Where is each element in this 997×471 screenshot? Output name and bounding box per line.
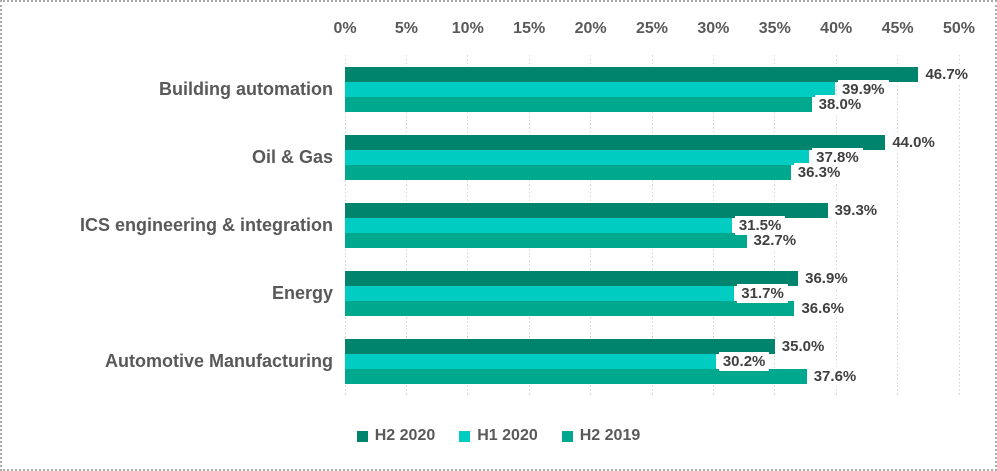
bar-h2-2019-automotive-manufacturing <box>345 369 807 384</box>
legend-item-h2-2020: H2 2020 <box>356 427 436 444</box>
data-label: 36.9% <box>801 269 852 288</box>
legend-swatch-icon <box>459 430 471 442</box>
x-axis-top: 0% 5% 10% 15% 20% 25% 30% 35% 40% 45% 50% <box>2 2 995 50</box>
data-label: 39.3% <box>830 201 882 220</box>
data-label: 31.5% <box>734 216 786 235</box>
bar-row: 39.9% <box>345 80 959 99</box>
legend-item-h1-2020: H1 2020 <box>459 428 538 444</box>
legend-swatch-icon <box>561 430 573 442</box>
bar-h1-2020-automotive-manufacturing <box>345 354 716 369</box>
bar-h2-2019-ics-engineering-integration <box>345 233 747 248</box>
axis-tick-label: 25% <box>635 20 669 37</box>
axis-tick-label: 20% <box>574 20 607 37</box>
bar-h2-2020-oil-gas <box>345 135 886 150</box>
legend-label: H1 2020 <box>477 427 538 444</box>
bar-row: 44.0% <box>345 133 959 152</box>
data-label: 35.0% <box>777 337 829 356</box>
axis-tick-label: 15% <box>513 20 546 37</box>
bar-group-building-automation: 46.7% 39.9% 38.0% <box>345 55 973 123</box>
bar-group-oil-gas: 44.0% 37.8% 36.3% <box>345 123 959 191</box>
axis-tick-label: 40% <box>820 20 853 37</box>
legend-swatch-icon <box>356 430 368 442</box>
gridline <box>958 55 960 395</box>
axis-tick-label: 10% <box>451 20 484 37</box>
category-label-ics-engineering-integration: ICS engineering & integration <box>79 214 333 235</box>
bar-row: 38.0% <box>345 95 959 114</box>
bar-h1-2020-ics-engineering-integration <box>345 218 732 233</box>
bar-group-ics-engineering-integration: 39.3% 31.5% 32.7% <box>345 191 959 259</box>
category-label-energy: Energy <box>271 282 333 303</box>
bar-row: 46.7% <box>345 65 973 84</box>
legend-item-h2-2019: H2 2019 <box>561 427 641 444</box>
bar-row: 37.8% <box>345 148 959 167</box>
bar-row: 39.3% <box>345 201 959 220</box>
axis-tick-label: 30% <box>697 20 730 37</box>
bar-h1-2020-building-automation <box>345 82 835 97</box>
bar-row: 30.2% <box>345 352 959 371</box>
bar-row: 36.3% <box>345 163 959 182</box>
bar-h2-2019-oil-gas <box>345 165 791 180</box>
bar-h2-2020-automotive-manufacturing <box>345 339 775 354</box>
bar-row: 32.7% <box>345 231 959 250</box>
bar-h2-2020-energy <box>345 271 799 286</box>
bar-row: 37.6% <box>345 367 959 386</box>
data-label: 46.7% <box>921 65 973 84</box>
data-label: 37.6% <box>809 367 861 386</box>
gridline <box>897 55 899 395</box>
legend: H2 2020 H1 2020 H2 2019 <box>2 423 995 449</box>
data-label: 44.0% <box>888 133 939 152</box>
data-label: 39.9% <box>837 80 889 99</box>
data-label: 32.7% <box>749 231 801 250</box>
bar-h1-2020-energy <box>345 286 735 301</box>
bar-h2-2019-energy <box>345 301 795 316</box>
bar-row: 36.9% <box>345 269 959 288</box>
axis-tick-label: 35% <box>758 20 791 37</box>
bar-group-energy: 36.9% 31.7% 36.6% <box>345 259 959 327</box>
category-label-automotive-manufacturing: Automotive Manufacturing <box>105 350 333 371</box>
bar-h1-2020-oil-gas <box>345 150 810 165</box>
data-label: 38.0% <box>814 95 866 114</box>
axis-tick-label: 0% <box>333 20 357 37</box>
category-label-oil-gas: Oil & Gas <box>251 146 333 167</box>
legend-label: H2 2019 <box>579 427 641 444</box>
legend-label: H2 2020 <box>374 427 436 444</box>
category-label-building-automation: Building automation <box>159 78 333 99</box>
data-label: 30.2% <box>718 352 770 371</box>
data-label: 37.8% <box>812 148 863 167</box>
gridline <box>835 55 837 395</box>
axis-tick-label: 5% <box>394 20 418 37</box>
axis-tick-label: 45% <box>881 20 914 37</box>
axis-tick-label: 50% <box>942 20 976 37</box>
bar-row: 35.0% <box>345 337 959 356</box>
bar-h2-2020-ics-engineering-integration <box>345 203 828 218</box>
bar-h2-2019-building-automation <box>345 97 812 112</box>
data-label: 31.7% <box>737 284 788 303</box>
bar-row: 31.5% <box>345 216 959 235</box>
bar-row: 36.6% <box>345 299 959 318</box>
bar-h2-2020-building-automation <box>345 67 919 82</box>
plot-area: 46.7% 39.9% 38.0% 44.0% 37.8% 36.3% 39.3% 31.5%… <box>344 55 973 395</box>
bar-group-automotive-manufacturing: 35.0% 30.2% 37.6% <box>345 327 959 395</box>
bar-row: 31.7% <box>345 284 959 303</box>
data-label: 36.6% <box>797 299 848 318</box>
data-label: 36.3% <box>793 163 845 182</box>
